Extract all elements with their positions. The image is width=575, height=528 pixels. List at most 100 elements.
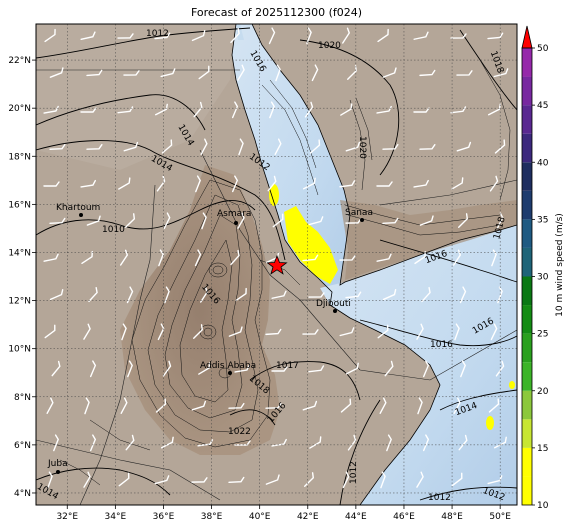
wind-barb [487,32,504,40]
wind-barb [154,103,168,116]
wind-barb [309,139,321,154]
lat-tick-label: 14°N [8,248,31,258]
city-label-sanaa: Sanaa [345,208,373,218]
colorbar-band [522,419,532,448]
wind-barb [123,70,140,76]
wind-barb [118,177,131,190]
wind-barb [308,365,325,373]
wind-barb [377,28,389,43]
wind-shading-red-sea [284,206,338,284]
wind-barb [493,436,507,449]
wind-barb [237,64,245,81]
lon-tick-label: 38°E [201,512,223,522]
wind-barb [384,360,394,377]
wind-barb [450,33,467,39]
colorbar-tick-label: 20 [537,387,549,397]
wind-barb [302,177,316,190]
wind-barb [271,366,288,372]
wind-barb [382,67,397,78]
wind-barb [271,438,287,447]
map-frame [35,23,518,506]
wind-barb [164,286,170,304]
wind-barb [124,213,136,228]
isobars [36,27,517,505]
wind-barb [231,175,239,193]
wind-barb [309,436,322,449]
wind-barb [453,397,461,414]
wind-barb [302,400,318,411]
wind-barb [274,138,282,155]
city-dot-juba [56,470,60,474]
lon-tick-label: 50°E [489,512,511,522]
wind-barb [228,476,245,484]
lon-tick-label: 40°E [249,512,271,522]
wind-barb [49,289,64,301]
colorbar-band [522,105,532,134]
colorbar-tick-label: 45 [537,101,548,111]
colorbar-label: 10 m wind speed (m/s) [555,213,565,317]
colorbar-band [522,76,532,106]
wind-barb [200,138,208,155]
isobar-label: 1012 [146,29,169,39]
wind-barb [193,324,204,339]
wind-barb [339,327,355,337]
colorbar-tick-label: 35 [537,215,548,225]
wind-barb [51,360,61,377]
wind-barb [493,68,509,78]
lat-tick-label: 18°N [8,152,31,162]
wind-barb [235,287,247,302]
map-title: Forecast of 2025112300 (f024) [190,6,363,19]
isobar-label: 1016 [430,340,453,350]
wind-barb [487,475,503,485]
wind-barb [49,67,64,78]
wind-barb [494,139,506,154]
wind-barb [376,181,393,187]
wind-barb [230,249,240,266]
wind-barb [237,212,245,229]
axis-ticks: 32°E 34°E 36°E 38°E 40°E 42°E 44°E 46°E 48°E 50°E… [8,56,511,522]
wind-barb [450,106,467,114]
colorbar-band [522,219,532,248]
wind-barb [456,141,472,152]
colorbar-tick-label: 10 [537,501,549,511]
wind-barb [377,324,389,339]
colorbar-band [522,390,532,420]
wind-barb [451,177,464,190]
wind-barb [382,143,399,150]
colorbar-extend-arrow [521,25,533,49]
wind-barb [154,475,170,485]
lon-tick-label: 34°E [105,512,127,522]
wind-barb [265,402,282,409]
lat-tick-label: 6°N [14,441,31,451]
wind-barb [342,27,351,44]
wind-barb [495,360,505,377]
wind-barb [491,249,497,267]
wind-barb [454,323,460,341]
wind-barb [80,179,96,188]
ethiopian-highlands [120,165,280,455]
colorbar-band [522,362,532,391]
wind-barb [347,434,357,451]
lat-tick-label: 22°N [8,56,31,66]
city-label-djibouti: Djibouti [316,299,351,309]
wind-barb [275,64,281,82]
wind-barb [268,27,276,45]
wind-barb [127,360,133,378]
wind-shading-east [509,381,515,389]
wind-barb [413,31,429,40]
wind-barb [154,32,171,40]
wind-barb [230,27,240,44]
city-label-asmara: Asmara [217,209,251,219]
colorbar-tick-label: 30 [537,273,549,283]
wind-barb [416,323,424,340]
wind-barb [267,175,277,192]
wind-barb [201,212,207,230]
wind-barb [228,402,245,409]
colorbar: 10 m wind speed (m/s) 10 15 20 25 30 35 40 45 50 [521,25,565,511]
wind-barb [49,143,66,150]
wind-barb [53,434,59,452]
wind-barb [487,103,501,116]
wind-barbs [43,27,509,489]
wind-barb [231,101,239,119]
lon-tick-label: 42°E [297,512,319,522]
